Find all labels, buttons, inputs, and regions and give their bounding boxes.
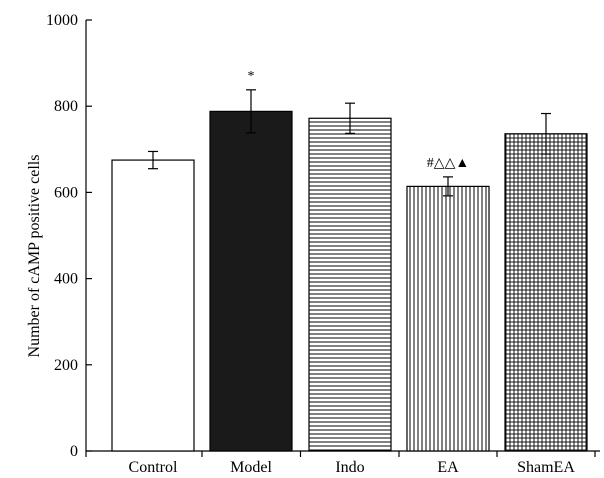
y-tick-label: 400	[54, 271, 78, 288]
x-category-label: Model	[230, 459, 272, 476]
x-category-label: Indo	[335, 459, 364, 476]
significance-marker: *	[248, 69, 255, 84]
y-axis: 0 200 400 600 800 1000	[46, 12, 92, 460]
x-category-label: ShamEA	[517, 459, 575, 476]
bar-ea	[406, 185, 490, 452]
y-tick-label: 800	[54, 98, 78, 115]
significance-marker: #△△▲	[427, 156, 469, 171]
x-axis: Control Model Indo EA ShamEA	[85, 450, 600, 476]
y-tick-label: 200	[54, 357, 78, 374]
error-bars	[148, 89, 551, 197]
x-category-label: Control	[129, 459, 178, 476]
y-axis-label: Number of cAMP positive cells	[26, 155, 43, 358]
y-tick-label: 600	[54, 184, 78, 201]
bar-model	[209, 110, 293, 452]
bar-control	[111, 159, 195, 452]
y-tick-label: 1000	[46, 12, 78, 29]
bar-shamea	[504, 133, 588, 452]
significance-annotations: * #△△▲	[248, 69, 470, 171]
bars	[111, 110, 588, 452]
bar-indo	[308, 117, 392, 452]
x-category-label: EA	[437, 459, 459, 476]
y-tick-label: 0	[70, 443, 78, 460]
